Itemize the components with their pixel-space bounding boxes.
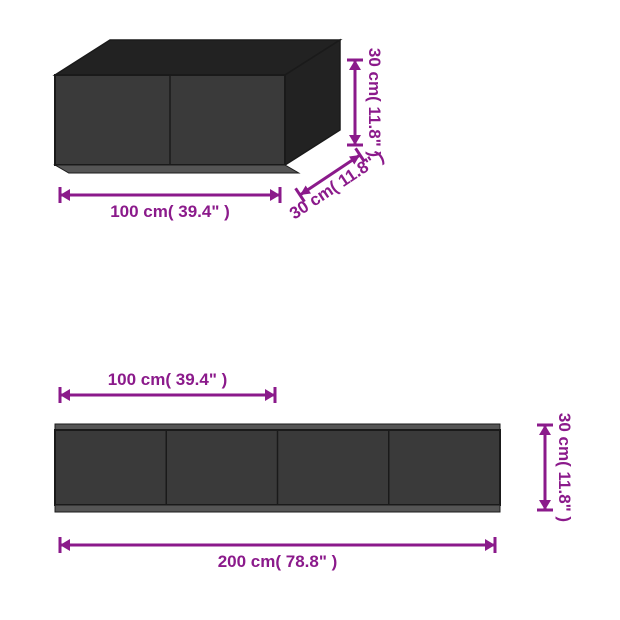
- dimension-label: 30 cm( 11.8" ): [555, 413, 574, 522]
- cabinet-bottom-edge: [55, 165, 299, 173]
- dimension-label: 100 cm( 39.4" ): [110, 202, 230, 221]
- dimension-label: 30 cm( 11.8" ): [286, 147, 387, 223]
- dimension-label: 100 cm( 39.4" ): [108, 370, 228, 389]
- dimension-label: 30 cm( 11.8" ): [365, 48, 384, 157]
- cabinet-bottom-edge: [55, 505, 500, 512]
- dimension-label: 200 cm( 78.8" ): [218, 552, 338, 571]
